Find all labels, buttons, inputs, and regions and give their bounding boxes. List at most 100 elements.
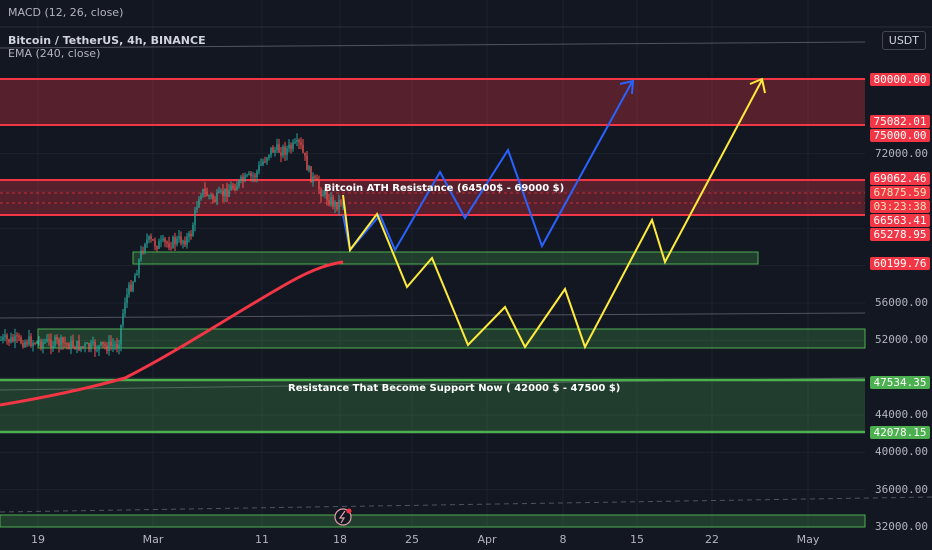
candle-body	[318, 180, 320, 190]
candle-body	[196, 207, 198, 210]
price-label: 60199.76	[870, 257, 930, 271]
candle-body	[188, 233, 190, 237]
symbol-legend: Bitcoin / TetherUS, 4h, BINANCE	[8, 34, 206, 47]
candle-body	[212, 195, 214, 200]
candle-body	[50, 339, 52, 349]
ema-legend[interactable]: EMA (240, close)	[8, 47, 101, 60]
candle-body	[86, 343, 88, 345]
candle-body	[218, 191, 220, 193]
candle-body	[338, 200, 340, 210]
candle-body	[36, 341, 38, 344]
candle-body	[256, 171, 258, 178]
candle-body	[234, 188, 236, 191]
candle-body	[178, 236, 180, 239]
price-label: 80000.00	[870, 72, 930, 86]
candle-body	[294, 141, 296, 143]
candle-body	[284, 146, 286, 155]
candle-body	[262, 161, 264, 165]
price-label: 42078.15	[870, 426, 930, 440]
candle-body	[324, 190, 326, 195]
candle-body	[28, 336, 30, 345]
price-label: 66563.41	[870, 214, 930, 228]
candle-body	[34, 342, 36, 344]
ath-resistance-label: Bitcoin ATH Resistance (64500$ - 69000 $…	[324, 183, 565, 194]
candle-body	[118, 344, 120, 349]
candle-body	[296, 140, 298, 142]
candle-body	[220, 190, 222, 192]
candle-body	[42, 342, 44, 348]
candle-body	[100, 341, 102, 346]
candle-body	[26, 341, 28, 345]
candle-body	[4, 335, 6, 338]
support-zone-label: Resistance That Become Support Now ( 420…	[288, 383, 621, 394]
price-tick: 36000.00	[875, 482, 928, 496]
price-label: 69062.46	[870, 172, 930, 186]
candle-body	[102, 341, 104, 345]
candle-body	[170, 247, 172, 249]
candle-body	[270, 147, 272, 155]
candle-body	[260, 164, 262, 166]
candle-body	[238, 179, 240, 187]
price-tick: 52000.00	[875, 333, 928, 347]
time-tick: Mar	[142, 533, 164, 546]
candle-body	[314, 176, 316, 178]
support-box-52k	[37, 328, 866, 349]
candle-body	[126, 294, 128, 304]
macd-legend[interactable]: MACD (12, 26, close)	[8, 6, 124, 19]
candle-body	[228, 190, 230, 197]
candle-body	[144, 243, 146, 252]
support-box-32k	[0, 514, 866, 528]
candle-body	[44, 341, 46, 343]
candle-body	[312, 176, 314, 183]
time-tick: Apr	[477, 533, 497, 546]
candle-body	[266, 157, 268, 162]
candle-body	[12, 337, 14, 342]
candle-body	[116, 344, 118, 349]
candle-body	[206, 191, 208, 197]
trend-line	[0, 312, 866, 319]
time-tick: May	[796, 533, 820, 546]
candle-body	[306, 155, 308, 171]
candle-body	[176, 238, 178, 245]
candle-body	[64, 342, 66, 344]
candle-body	[88, 343, 90, 350]
candle-body	[124, 303, 126, 314]
candle-body	[328, 200, 330, 205]
price-label: 75082.01	[870, 115, 930, 129]
candle-body	[16, 335, 18, 337]
candle-body	[2, 337, 4, 340]
candle-body	[6, 335, 8, 340]
price-label: 65278.95	[870, 228, 930, 242]
candle-body	[282, 146, 284, 156]
candle-body	[200, 195, 202, 200]
currency-button[interactable]: USDT	[881, 31, 926, 50]
price-label: 47534.35	[870, 375, 930, 389]
candle-body	[308, 166, 310, 171]
price-tick: 56000.00	[875, 296, 928, 309]
price-tick: 40000.00	[875, 445, 928, 459]
time-tick: 18	[333, 533, 347, 546]
blue-arrow-head	[619, 79, 635, 95]
time-tick: 22	[705, 533, 719, 546]
time-tick: 19	[31, 533, 45, 546]
candle-body	[46, 339, 48, 342]
candle-body	[78, 340, 80, 351]
candle-body	[98, 345, 100, 350]
candle-body	[58, 339, 60, 346]
candle-body	[162, 238, 164, 241]
candle-body	[322, 194, 324, 197]
candle-body	[202, 188, 204, 196]
candle-body	[226, 188, 228, 197]
candle-body	[336, 201, 338, 210]
candle-body	[320, 189, 322, 197]
candle-body	[134, 275, 136, 283]
time-tick: 15	[630, 533, 644, 546]
candle-body	[180, 236, 182, 244]
candle-body	[172, 237, 174, 248]
candle-body	[332, 197, 334, 207]
candle-body	[132, 282, 134, 291]
candle-body	[128, 284, 130, 295]
candle-body	[288, 144, 290, 149]
candle-body	[290, 144, 292, 150]
